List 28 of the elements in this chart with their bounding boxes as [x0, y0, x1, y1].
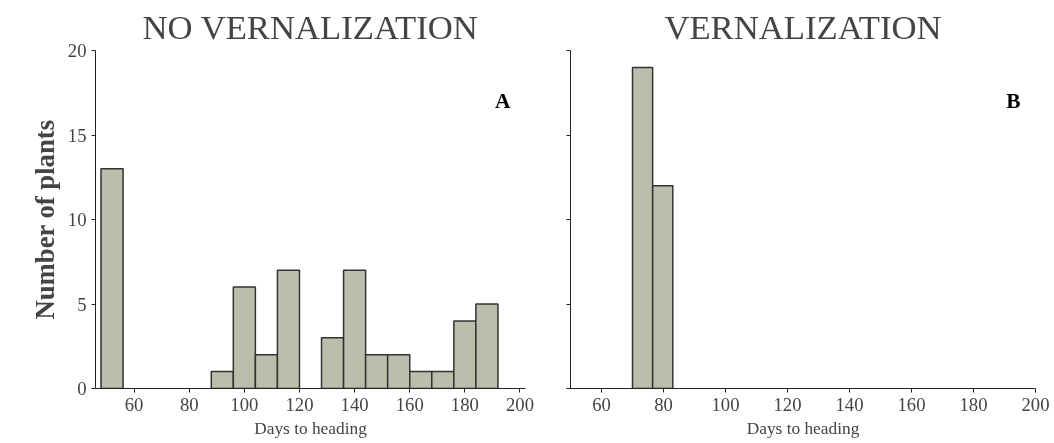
- x-tick-label: 180: [959, 393, 988, 415]
- x-tick-label: 120: [285, 393, 314, 415]
- chart-title: VERNALIZATION: [664, 7, 942, 46]
- x-tick-label: 140: [835, 393, 864, 415]
- x-tick-label: 60: [592, 393, 611, 415]
- x-tick-label: 200: [1021, 393, 1050, 415]
- annotation: B: [1006, 88, 1021, 113]
- y-axis-title: Number of plants: [29, 120, 60, 320]
- annotation: A: [495, 88, 512, 113]
- y-tick-label: 0: [77, 378, 87, 399]
- y-tick-label: 5: [77, 293, 87, 315]
- x-tick-label: 120: [773, 393, 802, 415]
- x-tick-label: 200: [505, 393, 534, 415]
- x-tick-label: 140: [340, 393, 369, 415]
- chart-title: NO VERNALIZATION: [142, 7, 478, 46]
- x-tick-label: 100: [230, 393, 259, 415]
- x-tick-label: 80: [179, 393, 199, 415]
- x-tick-label: 100: [711, 393, 740, 415]
- y-tick-label: 10: [67, 209, 87, 230]
- x-tick-label: 80: [654, 393, 673, 415]
- x-tick-label: 160: [395, 393, 424, 415]
- y-tick-label: 20: [67, 40, 87, 61]
- x-tick-label: 180: [450, 393, 479, 415]
- y-tick-label: 15: [67, 124, 87, 146]
- x-axis-title: Days to heading: [254, 418, 368, 438]
- x-tick-label: 60: [124, 393, 144, 415]
- x-tick-label: 160: [897, 393, 926, 415]
- x-axis-title: Days to heading: [746, 418, 860, 438]
